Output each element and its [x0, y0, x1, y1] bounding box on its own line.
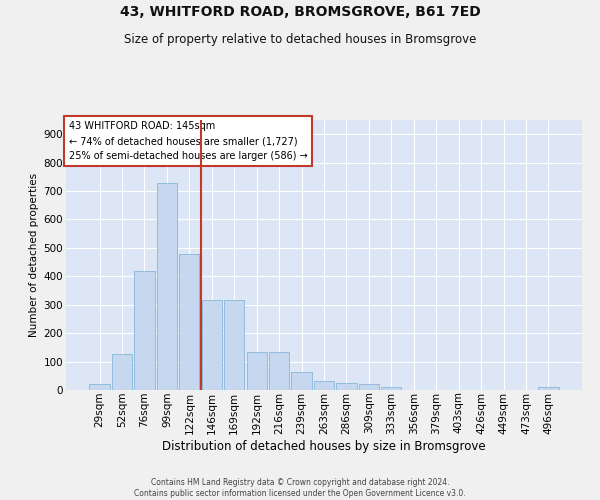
Bar: [179, 254, 199, 390]
Text: Contains HM Land Registry data © Crown copyright and database right 2024.
Contai: Contains HM Land Registry data © Crown c…: [134, 478, 466, 498]
Bar: [292, 372, 311, 390]
Bar: [247, 352, 267, 390]
Bar: [224, 300, 244, 390]
Text: 43 WHITFORD ROAD: 145sqm
← 74% of detached houses are smaller (1,727)
25% of sem: 43 WHITFORD ROAD: 145sqm ← 74% of detach…: [68, 122, 307, 161]
Bar: [134, 270, 155, 390]
Bar: [359, 384, 379, 390]
Bar: [337, 383, 356, 390]
Bar: [381, 387, 401, 390]
Bar: [202, 300, 222, 390]
Bar: [157, 182, 177, 390]
Bar: [538, 387, 559, 390]
X-axis label: Distribution of detached houses by size in Bromsgrove: Distribution of detached houses by size …: [162, 440, 486, 454]
Bar: [269, 352, 289, 390]
Bar: [112, 354, 132, 390]
Bar: [314, 382, 334, 390]
Text: Size of property relative to detached houses in Bromsgrove: Size of property relative to detached ho…: [124, 32, 476, 46]
Y-axis label: Number of detached properties: Number of detached properties: [29, 173, 40, 337]
Bar: [89, 384, 110, 390]
Text: 43, WHITFORD ROAD, BROMSGROVE, B61 7ED: 43, WHITFORD ROAD, BROMSGROVE, B61 7ED: [119, 5, 481, 19]
